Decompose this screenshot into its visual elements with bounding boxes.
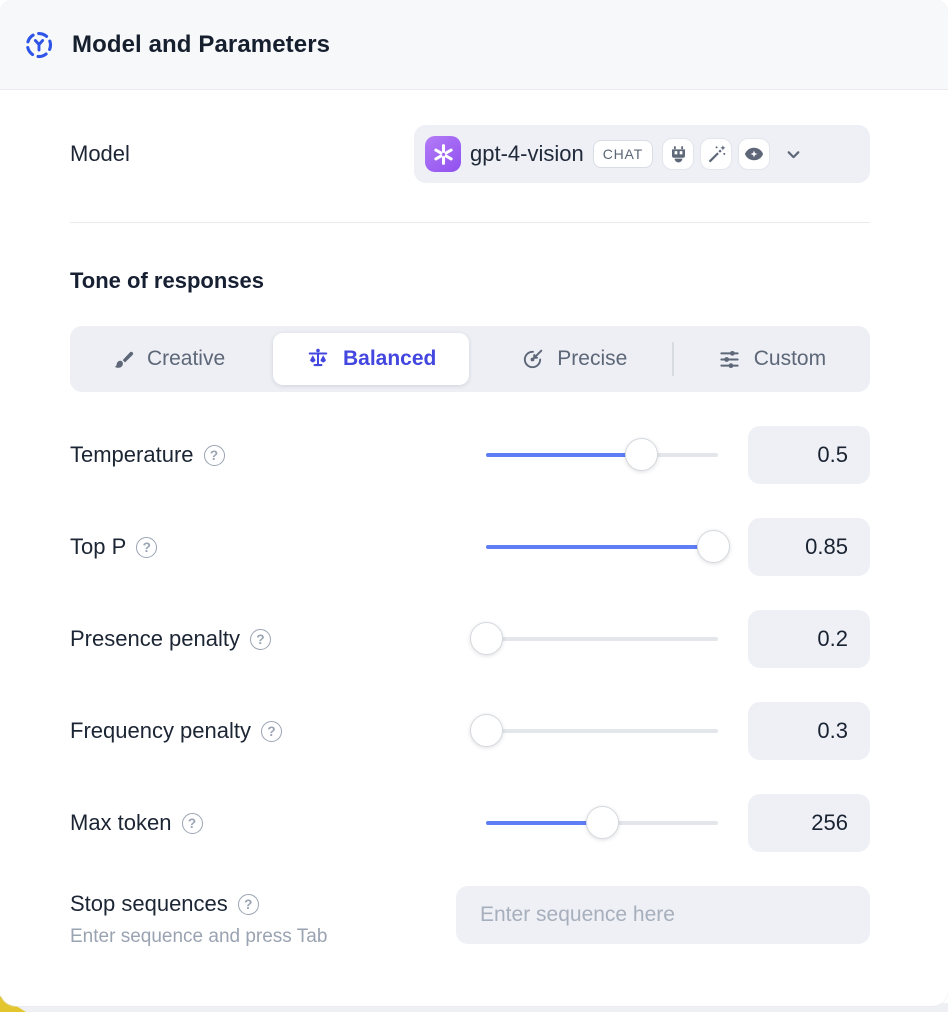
- model-select-dropdown[interactable]: gpt-4-vision CHAT: [414, 125, 870, 183]
- panel-content: Model gpt-4-vision CH: [0, 125, 948, 948]
- param-row-temperature: Temperature? 0.5: [70, 426, 870, 484]
- top-p-slider-thumb[interactable]: [696, 530, 730, 563]
- page-background-strip: [0, 1003, 948, 1012]
- frequency-penalty-slider[interactable]: [469, 714, 718, 748]
- max-token-label: Max token: [70, 810, 172, 835]
- selected-model-name: gpt-4-vision: [470, 141, 584, 166]
- max-token-slider-thumb[interactable]: [585, 806, 619, 839]
- tone-option-custom[interactable]: Custom: [674, 326, 870, 392]
- tone-option-label: Precise: [557, 347, 628, 370]
- stop-sequences-hint: Enter sequence and press Tab: [70, 926, 328, 947]
- frequency-penalty-value[interactable]: 0.3: [748, 702, 870, 760]
- tone-option-creative[interactable]: Creative: [70, 326, 266, 392]
- tone-heading: Tone of responses: [70, 268, 264, 293]
- temperature-slider[interactable]: [486, 438, 718, 472]
- presence-penalty-slider[interactable]: [469, 622, 718, 656]
- section-divider: [70, 222, 870, 223]
- segment-divider: [672, 342, 674, 376]
- top-p-label: Top P: [70, 534, 127, 559]
- tone-option-label: Balanced: [343, 347, 437, 370]
- param-row-max-token: Max token? 256: [70, 794, 870, 852]
- stop-sequences-labels: Stop sequences ? Enter sequence and pres…: [70, 886, 456, 948]
- presence-penalty-slider-thumb[interactable]: [469, 622, 503, 655]
- stop-sequences-row: Stop sequences ? Enter sequence and pres…: [70, 886, 870, 948]
- help-icon[interactable]: ?: [136, 536, 158, 558]
- help-icon[interactable]: ?: [237, 893, 259, 915]
- openai-logo-icon: [425, 136, 461, 172]
- param-row-top-p: Top P? 0.85: [70, 518, 870, 576]
- max-token-slider[interactable]: [486, 806, 718, 840]
- robot-icon: [662, 138, 694, 170]
- sliders-icon: [718, 348, 741, 371]
- top-p-value[interactable]: 0.85: [748, 518, 870, 576]
- temperature-slider-thumb[interactable]: [624, 438, 658, 471]
- tone-option-label: Custom: [753, 347, 827, 370]
- tone-segmented-control: Creative Balanced Precise Custom: [70, 326, 870, 392]
- presence-penalty-value[interactable]: 0.2: [748, 610, 870, 668]
- model-label: Model: [70, 141, 130, 166]
- panel-title: Model and Parameters: [72, 30, 331, 58]
- stop-sequences-label: Stop sequences: [70, 891, 228, 916]
- ai-dashed-circle-icon: [24, 30, 54, 60]
- presence-penalty-label: Presence penalty: [70, 626, 240, 651]
- frequency-penalty-slider-thumb[interactable]: [469, 714, 503, 747]
- frequency-penalty-label: Frequency penalty: [70, 718, 251, 743]
- chevron-down-icon: [783, 144, 804, 165]
- help-icon[interactable]: ?: [261, 720, 282, 742]
- temperature-label: Temperature: [70, 442, 194, 467]
- paintbrush-icon: [111, 348, 134, 371]
- magic-wand-icon: [700, 138, 732, 170]
- vision-eye-icon: [738, 138, 770, 170]
- model-row: Model gpt-4-vision CH: [70, 125, 870, 183]
- help-icon[interactable]: ?: [250, 628, 271, 650]
- temperature-value[interactable]: 0.5: [748, 426, 870, 484]
- help-icon[interactable]: ?: [181, 812, 203, 834]
- target-icon: [521, 348, 544, 371]
- param-row-presence-penalty: Presence penalty? 0.2: [70, 610, 870, 668]
- stop-sequence-input[interactable]: [456, 886, 870, 944]
- balance-scale-icon: [306, 347, 330, 371]
- help-icon[interactable]: ?: [203, 444, 225, 466]
- param-row-frequency-penalty: Frequency penalty? 0.3: [70, 702, 870, 760]
- top-p-slider[interactable]: [486, 530, 730, 564]
- chat-badge: CHAT: [592, 140, 653, 168]
- tone-option-balanced[interactable]: Balanced: [273, 333, 470, 385]
- max-token-value[interactable]: 256: [748, 794, 870, 852]
- tone-option-label: Creative: [146, 347, 226, 370]
- panel-header: Model and Parameters: [0, 0, 948, 90]
- tone-option-precise[interactable]: Precise: [476, 326, 672, 392]
